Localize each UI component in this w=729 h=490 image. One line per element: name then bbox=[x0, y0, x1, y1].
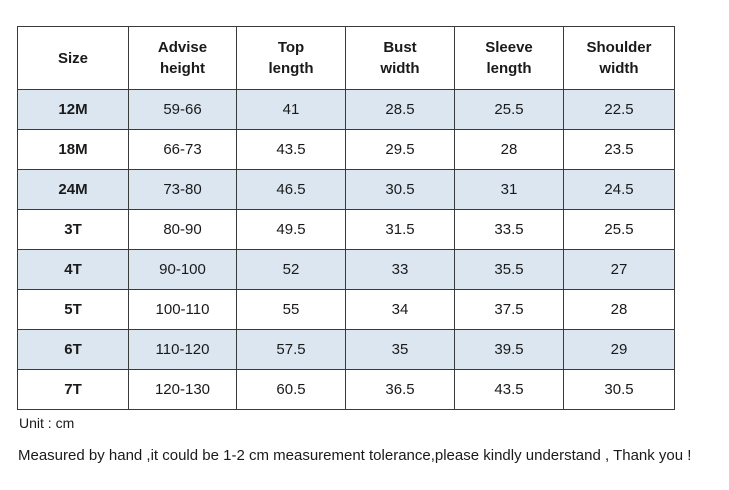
size-cell: 18M bbox=[17, 129, 129, 170]
shoulder-width-cell: 23.5 bbox=[563, 129, 675, 170]
header-bust-width: Bust width bbox=[345, 26, 455, 90]
sleeve-length-cell: 35.5 bbox=[454, 249, 564, 290]
size-cell: 4T bbox=[17, 249, 129, 290]
shoulder-width-cell: 24.5 bbox=[563, 169, 675, 210]
sleeve-length-cell: 28 bbox=[454, 129, 564, 170]
sleeve-length-cell: 43.5 bbox=[454, 369, 564, 410]
size-cell: 3T bbox=[17, 209, 129, 250]
bust-width-cell: 29.5 bbox=[345, 129, 455, 170]
measurement-disclaimer: Measured by hand ,it could be 1-2 cm mea… bbox=[18, 447, 692, 464]
table-row: 12M 59-66 41 28.5 25.5 22.5 bbox=[17, 89, 675, 130]
table-row: 24M 73-80 46.5 30.5 31 24.5 bbox=[17, 169, 675, 210]
shoulder-width-cell: 22.5 bbox=[563, 89, 675, 130]
shoulder-width-cell: 28 bbox=[563, 289, 675, 330]
sleeve-length-cell: 31 bbox=[454, 169, 564, 210]
bust-width-cell: 34 bbox=[345, 289, 455, 330]
size-cell: 7T bbox=[17, 369, 129, 410]
sleeve-length-cell: 25.5 bbox=[454, 89, 564, 130]
advise-height-cell: 80-90 bbox=[128, 209, 237, 250]
header-advise-height-line-1: Advise bbox=[157, 39, 208, 56]
header-shoulder-width-line-2: width bbox=[599, 60, 639, 77]
table-row: 18M 66-73 43.5 29.5 28 23.5 bbox=[17, 129, 675, 170]
header-shoulder-width-line-1: Shoulder bbox=[586, 39, 652, 56]
top-length-cell: 52 bbox=[236, 249, 346, 290]
header-advise-height-line-2: height bbox=[160, 60, 205, 77]
header-size: Size bbox=[17, 26, 129, 90]
top-length-cell: 60.5 bbox=[236, 369, 346, 410]
size-cell: 6T bbox=[17, 329, 129, 370]
top-length-cell: 41 bbox=[236, 89, 346, 130]
size-cell: 12M bbox=[17, 89, 129, 130]
header-top-length: Top length bbox=[236, 26, 346, 90]
advise-height-cell: 73-80 bbox=[128, 169, 237, 210]
bust-width-cell: 36.5 bbox=[345, 369, 455, 410]
table-row: 3T 80-90 49.5 31.5 33.5 25.5 bbox=[17, 209, 675, 250]
advise-height-cell: 120-130 bbox=[128, 369, 237, 410]
header-sleeve-length: Sleeve length bbox=[454, 26, 564, 90]
bust-width-cell: 30.5 bbox=[345, 169, 455, 210]
advise-height-cell: 59-66 bbox=[128, 89, 237, 130]
header-top-length-line-2: length bbox=[268, 60, 314, 77]
bust-width-cell: 31.5 bbox=[345, 209, 455, 250]
top-length-cell: 46.5 bbox=[236, 169, 346, 210]
table-row: 5T 100-110 55 34 37.5 28 bbox=[17, 289, 675, 330]
bust-width-cell: 33 bbox=[345, 249, 455, 290]
advise-height-cell: 110-120 bbox=[128, 329, 237, 370]
sleeve-length-cell: 37.5 bbox=[454, 289, 564, 330]
header-bust-width-line-1: Bust bbox=[383, 39, 417, 56]
table-header-row: Size Advise height Top length Bust width… bbox=[17, 26, 675, 90]
header-bust-width-line-2: width bbox=[380, 60, 420, 77]
size-cell: 24M bbox=[17, 169, 129, 210]
size-chart-table: Size Advise height Top length Bust width… bbox=[17, 26, 675, 410]
bust-width-cell: 35 bbox=[345, 329, 455, 370]
header-top-length-line-1: Top bbox=[277, 39, 305, 56]
top-length-cell: 55 bbox=[236, 289, 346, 330]
advise-height-cell: 100-110 bbox=[128, 289, 237, 330]
table-row: 6T 110-120 57.5 35 39.5 29 bbox=[17, 329, 675, 370]
shoulder-width-cell: 30.5 bbox=[563, 369, 675, 410]
size-cell: 5T bbox=[17, 289, 129, 330]
shoulder-width-cell: 27 bbox=[563, 249, 675, 290]
shoulder-width-cell: 25.5 bbox=[563, 209, 675, 250]
unit-note: Unit : cm bbox=[19, 415, 75, 431]
top-length-cell: 43.5 bbox=[236, 129, 346, 170]
bust-width-cell: 28.5 bbox=[345, 89, 455, 130]
table-row: 7T 120-130 60.5 36.5 43.5 30.5 bbox=[17, 369, 675, 410]
header-sleeve-length-line-1: Sleeve bbox=[485, 39, 533, 56]
header-advise-height: Advise height bbox=[128, 26, 237, 90]
header-shoulder-width: Shoulder width bbox=[563, 26, 675, 90]
advise-height-cell: 66-73 bbox=[128, 129, 237, 170]
header-size-line-1: Size bbox=[57, 49, 88, 67]
header-sleeve-length-line-2: length bbox=[486, 60, 532, 77]
top-length-cell: 49.5 bbox=[236, 209, 346, 250]
table-row: 4T 90-100 52 33 35.5 27 bbox=[17, 249, 675, 290]
advise-height-cell: 90-100 bbox=[128, 249, 237, 290]
sleeve-length-cell: 39.5 bbox=[454, 329, 564, 370]
sleeve-length-cell: 33.5 bbox=[454, 209, 564, 250]
shoulder-width-cell: 29 bbox=[563, 329, 675, 370]
top-length-cell: 57.5 bbox=[236, 329, 346, 370]
